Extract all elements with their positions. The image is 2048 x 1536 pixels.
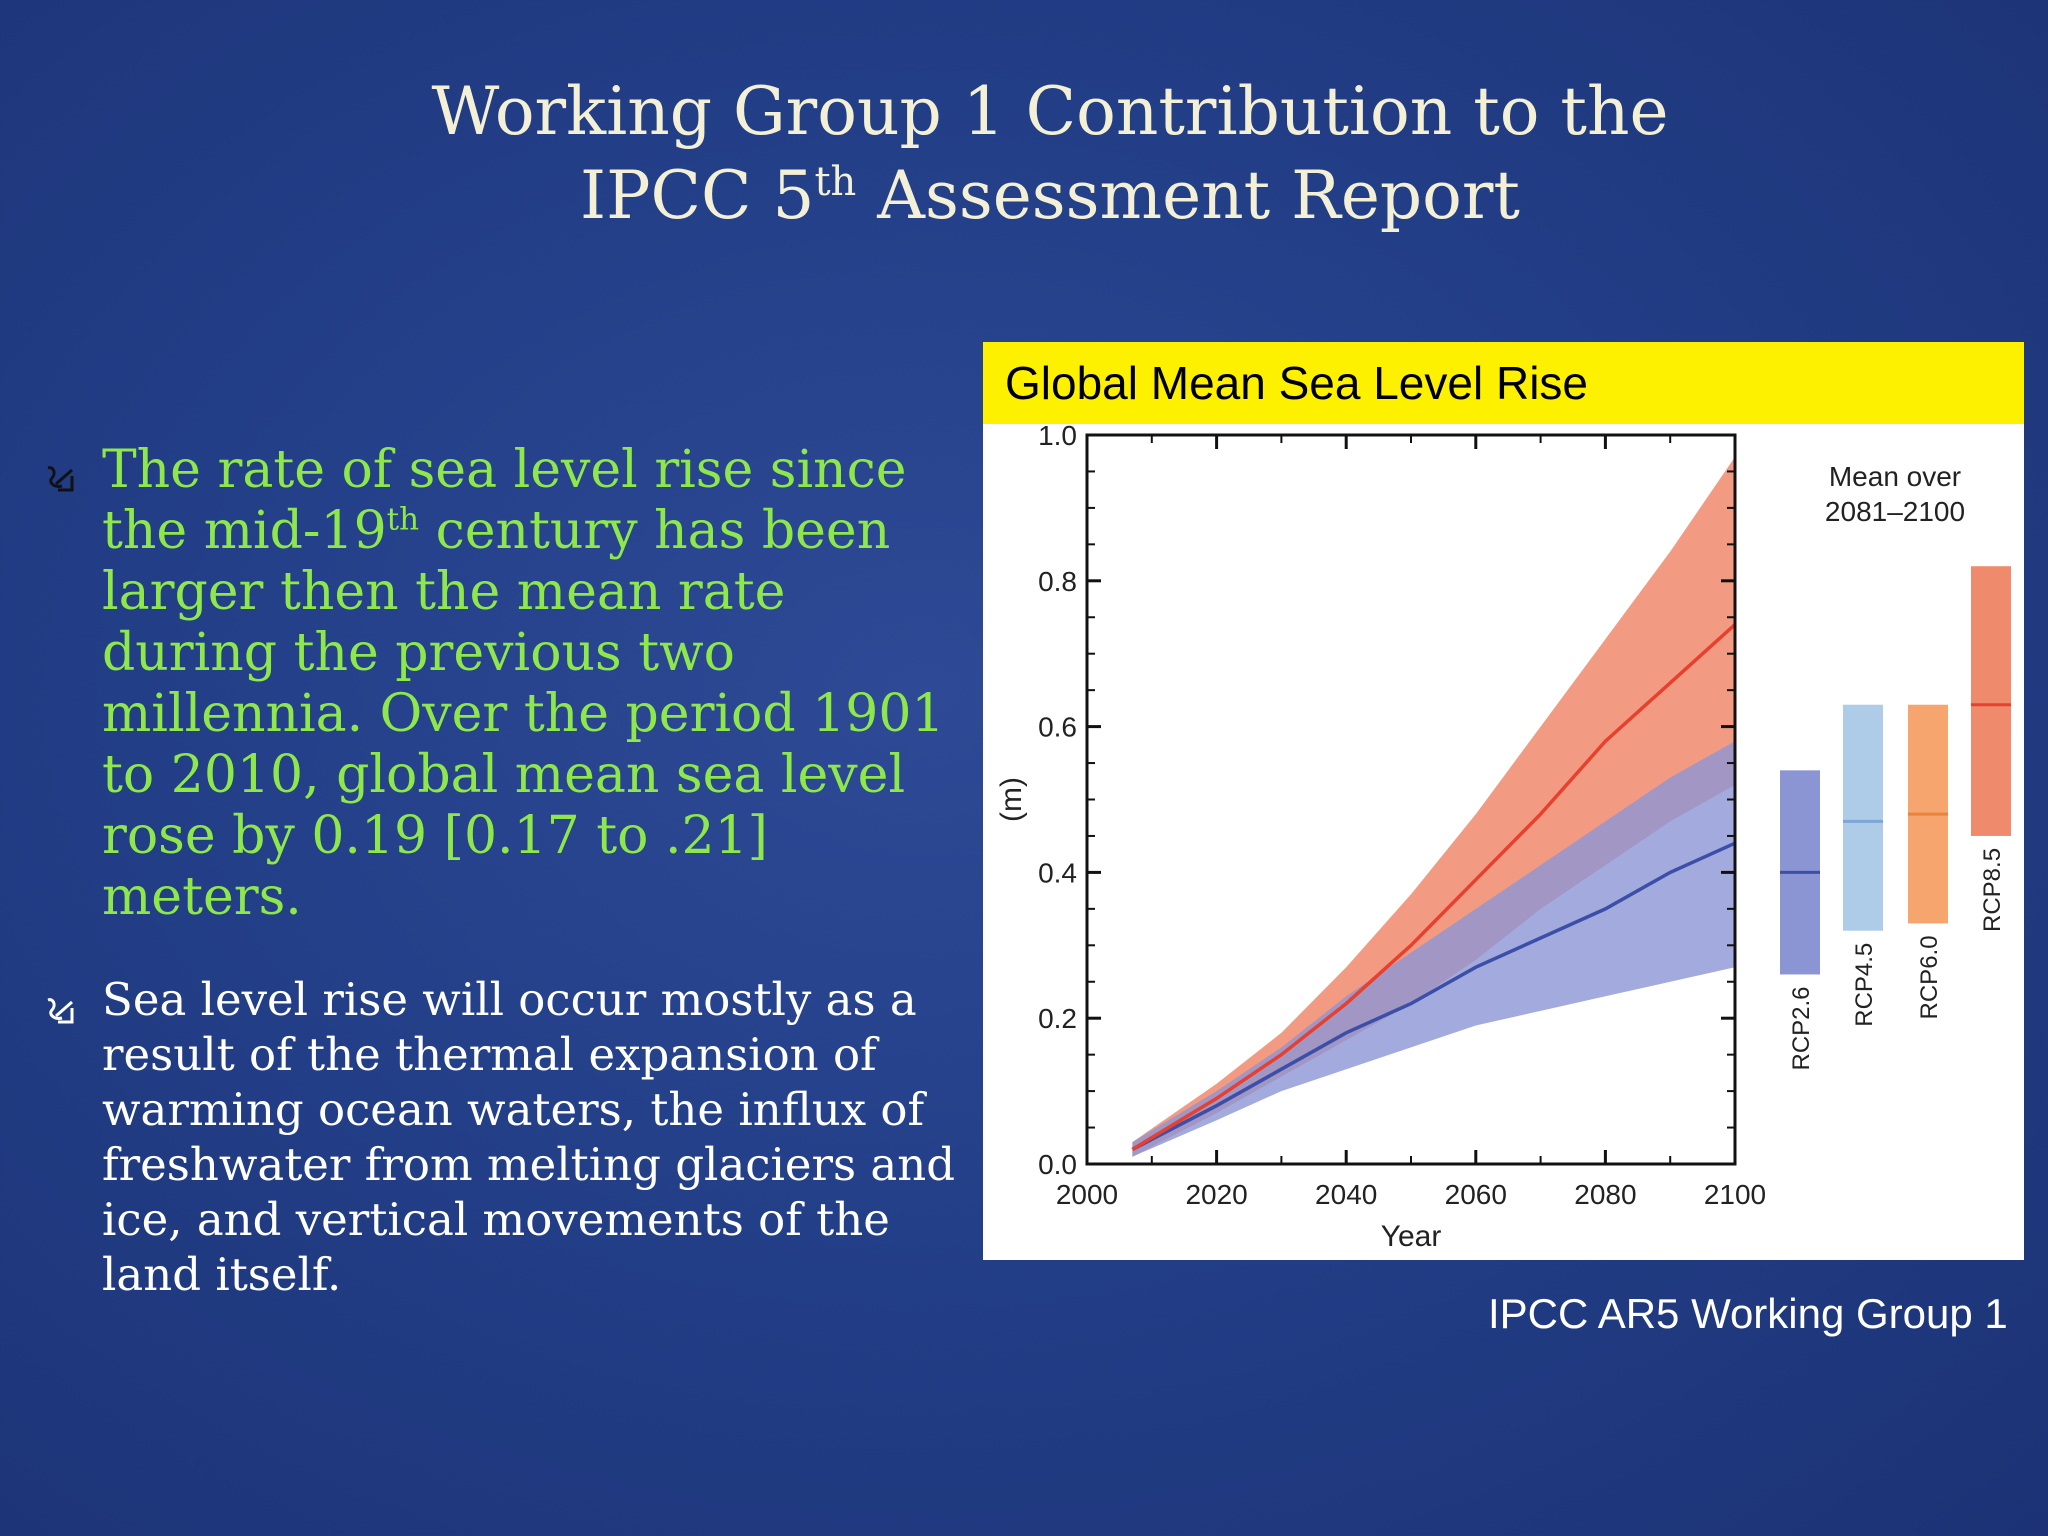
- chart-panel: Global Mean Sea Level Rise 0.0 0.2 0.4 0.6 0…: [983, 342, 2024, 1260]
- rcp45-range-box: [1843, 704, 1883, 931]
- rcp26-mean-line: [1131, 841, 1736, 1151]
- x-tick-label: 2060: [1445, 1179, 1507, 1210]
- y-tick-label: 0.8: [1038, 566, 1077, 597]
- title-line-1: Working Group 1 Contribution to the: [431, 73, 1669, 150]
- chart-title: Global Mean Sea Level Rise: [1005, 357, 1588, 409]
- title-line-2-post: Assessment Report: [856, 157, 1520, 234]
- wavy-arrow-icon-2: [47, 998, 74, 1024]
- y-tick-label: 0.6: [1038, 712, 1077, 743]
- y-tick-label: 0.2: [1038, 1003, 1077, 1034]
- rcp85-mean-line: [1131, 623, 1737, 1151]
- bullet-1: The rate of sea level rise since the mid…: [102, 440, 962, 928]
- rcp60-label: RCP6.0: [1916, 935, 1943, 1019]
- sea-level-chart: 0.0 0.2 0.4 0.6 0.8 1.0 2000 2020 2040 2060 2080 21…: [995, 424, 2011, 1253]
- figure-caption: IPCC AR5 Working Group 1: [1488, 1290, 2008, 1337]
- side-panel-title-1: Mean over: [1829, 461, 1961, 492]
- x-tick-label: 2020: [1185, 1179, 1247, 1210]
- plot-area: 0.0 0.2 0.4 0.6 0.8 1.0 2000 2020 2040 2060 2080 21…: [995, 424, 1766, 1253]
- rcp45-label: RCP4.5: [1851, 943, 1878, 1027]
- bullet-1-pre: The rate of sea level rise since the mid…: [102, 440, 907, 561]
- rcp85-label: RCP8.5: [1979, 848, 2006, 932]
- x-axis-label: Year: [1381, 1220, 1442, 1253]
- bullet-2: Sea level rise will occur mostly as a re…: [102, 973, 956, 1301]
- rcp85-range-box: [1971, 566, 2011, 836]
- title-line-2: IPCC 5th Assessment Report: [0, 154, 2048, 238]
- bullet-1-sup: th: [386, 501, 420, 538]
- side-panel: Mean over 2081–2100 RCP2.6 RCP4.5 RCP6.0 RCP8…: [1780, 461, 2011, 1071]
- title-line-2-pre: IPCC 5: [580, 157, 815, 234]
- bullet-1-post: century has been larger then the mean ra…: [102, 501, 945, 927]
- x-tick-label: 2100: [1704, 1179, 1766, 1210]
- y-tick-label: 1.0: [1038, 424, 1077, 451]
- y-tick-label: 0.0: [1038, 1149, 1077, 1180]
- y-tick-label: 0.4: [1038, 857, 1077, 888]
- side-panel-title-2: 2081–2100: [1825, 496, 1965, 527]
- wavy-arrow-icon: [47, 466, 74, 492]
- x-tick-label: 2080: [1574, 1179, 1636, 1210]
- y-axis-label: (m): [995, 777, 1028, 822]
- rcp85-uncertainty-band: [1132, 456, 1735, 1157]
- rcp26-label: RCP2.6: [1788, 986, 1815, 1070]
- x-tick-label: 2040: [1315, 1179, 1377, 1210]
- slide-title: Working Group 1 Contribution to the IPCC…: [0, 70, 2048, 238]
- title-line-2-sup: th: [814, 159, 857, 205]
- chart-title-bar: Global Mean Sea Level Rise: [983, 342, 2024, 424]
- x-tick-label: 2000: [1056, 1179, 1118, 1210]
